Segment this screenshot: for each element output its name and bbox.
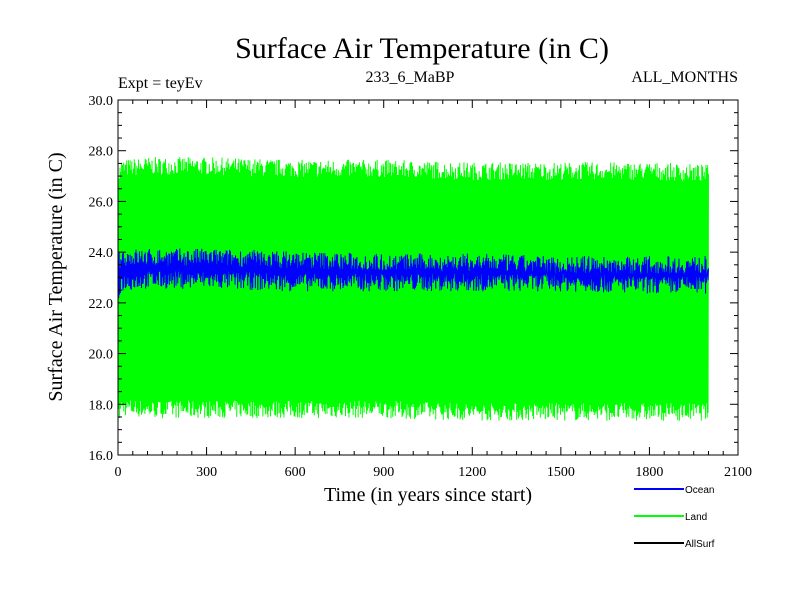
expt-label: Expt = teyEv xyxy=(118,75,203,92)
y-tick-label: 28.0 xyxy=(89,145,114,160)
x-tick-label: 2100 xyxy=(724,465,752,480)
plot-frame xyxy=(117,99,739,456)
legend-ocean-label: Ocean xyxy=(685,485,714,496)
months-label: ALL_MONTHS xyxy=(631,69,738,86)
y-axis-title: Surface Air Temperature (in C) xyxy=(45,152,67,401)
series-land xyxy=(117,157,709,421)
x-axis-title: Time (in years since start) xyxy=(324,484,532,506)
x-tick-label: 1200 xyxy=(458,465,486,480)
legend: Ocean Land AllSurf xyxy=(634,485,715,550)
plot-data xyxy=(117,157,709,421)
x-tick-label: 1800 xyxy=(635,465,663,480)
legend-land-label: Land xyxy=(685,512,707,523)
x-tick-label: 600 xyxy=(285,465,306,480)
series-ocean xyxy=(117,248,709,299)
y-tick-label: 20.0 xyxy=(89,348,114,363)
x-tick-label: 1500 xyxy=(547,465,575,480)
chart-subtitle: 233_6_MaBP xyxy=(366,69,455,86)
chart-title: Surface Air Temperature (in C) xyxy=(235,32,609,65)
x-tick-label: 0 xyxy=(115,465,122,480)
y-tick-label: 30.0 xyxy=(89,94,114,109)
x-tick-label: 900 xyxy=(373,465,394,480)
legend-allsurf-label: AllSurf xyxy=(685,539,715,550)
y-tick-label: 26.0 xyxy=(89,195,114,210)
x-tick-label: 300 xyxy=(196,465,217,480)
axes: 0 300 600 900 1200 1500 1800 2100 16.0 18.0 20.0 22… xyxy=(89,94,753,480)
y-tick-label: 22.0 xyxy=(89,297,114,312)
y-tick-label: 16.0 xyxy=(89,449,114,464)
y-tick-label: 18.0 xyxy=(89,398,114,413)
y-tick-label: 24.0 xyxy=(89,246,114,261)
